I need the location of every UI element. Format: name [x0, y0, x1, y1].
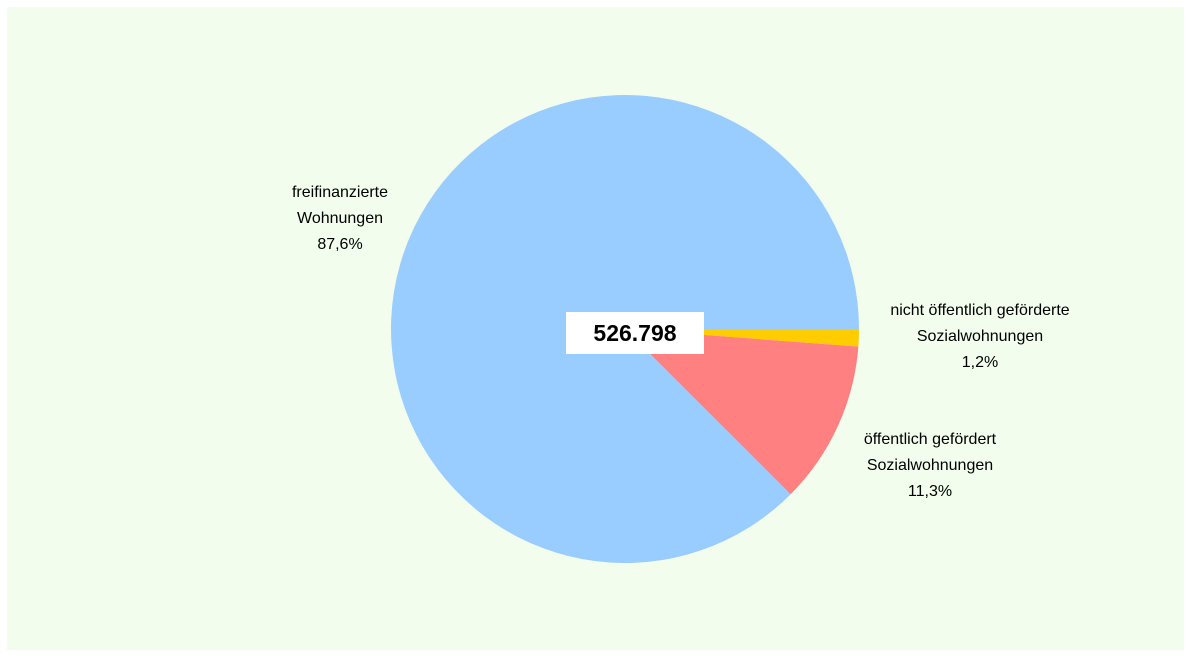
slice-label-value: 11,3% [907, 483, 953, 500]
slice-label-value: 1,2% [961, 354, 999, 371]
slice-label-name-line-1: freifinanzierte [291, 184, 389, 201]
slice-label-value: 87,6% [317, 236, 363, 253]
slice-label-name-line-1: nicht öffentlich geförderte [890, 302, 1070, 319]
slice-label-name-line-2: Sozialwohnungen [916, 328, 1044, 345]
slice-label-freifinanziert: freifinanzierte Wohnungen 87,6% [250, 180, 430, 258]
total-value-box: 526.798 [566, 312, 704, 354]
pie-slice-oeffentlich-gefoerdert [625, 329, 859, 495]
slice-label-name-line-1: öffentlich gefördert [863, 431, 997, 448]
slice-label-name-line-2: Sozialwohnungen [866, 457, 994, 474]
slice-label-nicht-oeffentlich-gefoerdert: nicht öffentlich geförderte Sozialwohnun… [860, 298, 1100, 376]
slice-label-oeffentlich-gefoerdert: öffentlich gefördert Sozialwohnungen 11,… [830, 427, 1030, 505]
slice-label-name-line-2: Wohnungen [297, 210, 383, 227]
